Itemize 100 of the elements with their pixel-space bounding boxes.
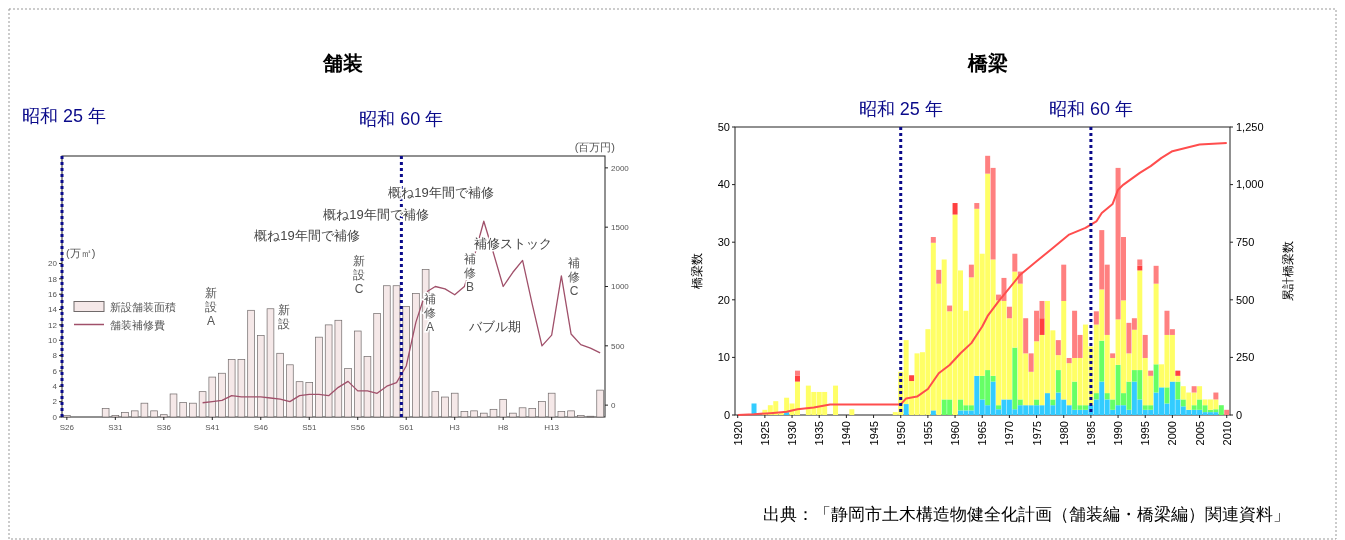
bar bbox=[849, 409, 855, 415]
x-tick-label: H3 bbox=[449, 423, 461, 432]
y-tick-label: 0 bbox=[52, 412, 58, 422]
x-tick-label: H8 bbox=[498, 423, 509, 432]
bar bbox=[1104, 393, 1110, 400]
annotation: バブル期 bbox=[468, 319, 521, 334]
y-tick-label: 30 bbox=[717, 236, 730, 249]
y2-tick-label: 1,000 bbox=[1236, 178, 1264, 191]
bar bbox=[996, 405, 1002, 410]
x-tick-label: S46 bbox=[253, 423, 269, 432]
y2-tick-label: 500 bbox=[1236, 293, 1255, 306]
chart-title: 舗装 bbox=[322, 52, 363, 74]
bar bbox=[150, 410, 158, 418]
bar bbox=[930, 237, 936, 243]
bar bbox=[1039, 318, 1045, 335]
y-tick-label: 10 bbox=[48, 336, 58, 346]
y2-tick-label: 500 bbox=[611, 341, 625, 351]
y-tick-label: 16 bbox=[48, 289, 58, 299]
bar bbox=[794, 381, 800, 415]
y-axis-title: 橋梁数 bbox=[690, 253, 704, 289]
bar bbox=[794, 375, 800, 382]
bar bbox=[1224, 409, 1230, 415]
bar bbox=[1153, 283, 1159, 365]
bar bbox=[1034, 399, 1040, 406]
x-tick-label: 1920 bbox=[731, 421, 744, 446]
bar bbox=[833, 385, 839, 415]
y2-axis-title: (百万円) bbox=[574, 141, 615, 153]
x-tick-label: 1935 bbox=[813, 421, 826, 446]
bar bbox=[1153, 265, 1159, 284]
bar bbox=[1006, 306, 1012, 319]
bar bbox=[1082, 405, 1088, 410]
x-tick-label: 1955 bbox=[921, 421, 934, 446]
y-tick-label: 4 bbox=[52, 382, 58, 392]
y-tick-label: 40 bbox=[717, 178, 730, 191]
y-tick-label: 20 bbox=[717, 293, 730, 306]
bar bbox=[1055, 370, 1061, 393]
bar bbox=[247, 309, 255, 418]
x-tick-label: 1990 bbox=[1112, 421, 1125, 446]
y-tick-label: 20 bbox=[48, 259, 58, 269]
y2-tick-label: 2000 bbox=[611, 163, 630, 173]
bar bbox=[218, 372, 226, 418]
bar bbox=[1061, 264, 1067, 301]
annotation: 概ね19年間で補修 bbox=[323, 207, 429, 222]
bar bbox=[1142, 334, 1148, 358]
x-tick-label: 2000 bbox=[1166, 421, 1179, 446]
x-tick-label: S56 bbox=[350, 423, 366, 432]
x-tick-label: 1960 bbox=[949, 421, 962, 446]
x-tick-label: S61 bbox=[399, 423, 414, 432]
annotation: 補修C bbox=[568, 256, 580, 298]
bar bbox=[1153, 364, 1159, 393]
bar bbox=[412, 293, 420, 418]
annotation: 概ね19年間で補修 bbox=[254, 228, 360, 243]
y-tick-label: 18 bbox=[48, 274, 58, 284]
ref-line-label: 昭和 60 年 bbox=[1048, 99, 1133, 119]
y2-tick-label: 1000 bbox=[611, 282, 630, 292]
bar bbox=[1066, 357, 1072, 364]
bar bbox=[930, 410, 936, 415]
bar bbox=[903, 404, 909, 415]
x-tick-label: 2010 bbox=[1220, 421, 1233, 446]
y2-tick-label: 750 bbox=[1236, 236, 1255, 249]
y-tick-label: 12 bbox=[48, 320, 58, 330]
annotation: 新設A bbox=[205, 286, 217, 328]
y-tick-label: 0 bbox=[723, 408, 730, 421]
bar bbox=[1110, 353, 1116, 358]
y2-tick-label: 0 bbox=[611, 400, 616, 410]
bar bbox=[596, 389, 604, 418]
y-axis-title: (万㎡) bbox=[66, 247, 96, 260]
bar bbox=[1191, 386, 1197, 393]
annotation: 新設 bbox=[278, 302, 290, 331]
bar bbox=[1050, 399, 1056, 406]
ref-line-label: 昭和 25 年 bbox=[21, 106, 107, 126]
y-tick-label: 10 bbox=[717, 351, 730, 364]
bar bbox=[1093, 393, 1099, 400]
x-tick-label: 2005 bbox=[1193, 421, 1206, 446]
x-tick-label: 1995 bbox=[1139, 421, 1152, 446]
bar bbox=[909, 375, 915, 382]
bar bbox=[373, 313, 381, 418]
bar bbox=[441, 396, 449, 418]
bar bbox=[974, 203, 980, 209]
y2-tick-label: 1500 bbox=[611, 222, 630, 232]
x-tick-label: S26 bbox=[59, 423, 75, 432]
y2-tick-label: 250 bbox=[1236, 351, 1255, 364]
y-tick-label: 14 bbox=[48, 305, 58, 315]
bar bbox=[344, 368, 352, 418]
legend-label: 新設舗装面積 bbox=[110, 300, 176, 313]
x-tick-label: 1965 bbox=[976, 421, 989, 446]
bar bbox=[968, 264, 974, 278]
x-tick-label: S41 bbox=[205, 423, 220, 432]
bar bbox=[1055, 340, 1061, 356]
x-tick-label: 1925 bbox=[758, 421, 771, 446]
y-tick-label: 6 bbox=[52, 366, 58, 376]
source-note: 出典：「静岡市土木構造物健全化計画（舗装編・橋梁編）関連資料」 bbox=[763, 505, 1290, 524]
bar bbox=[1175, 381, 1181, 400]
bar bbox=[1164, 387, 1170, 404]
bar bbox=[538, 401, 546, 418]
bar bbox=[794, 370, 800, 376]
annotation: 概ね19年間で補修 bbox=[388, 185, 494, 200]
x-tick-label: 1975 bbox=[1030, 421, 1043, 446]
y-tick-label: 50 bbox=[717, 120, 730, 133]
legend-label: 舗装補修費 bbox=[110, 318, 165, 331]
